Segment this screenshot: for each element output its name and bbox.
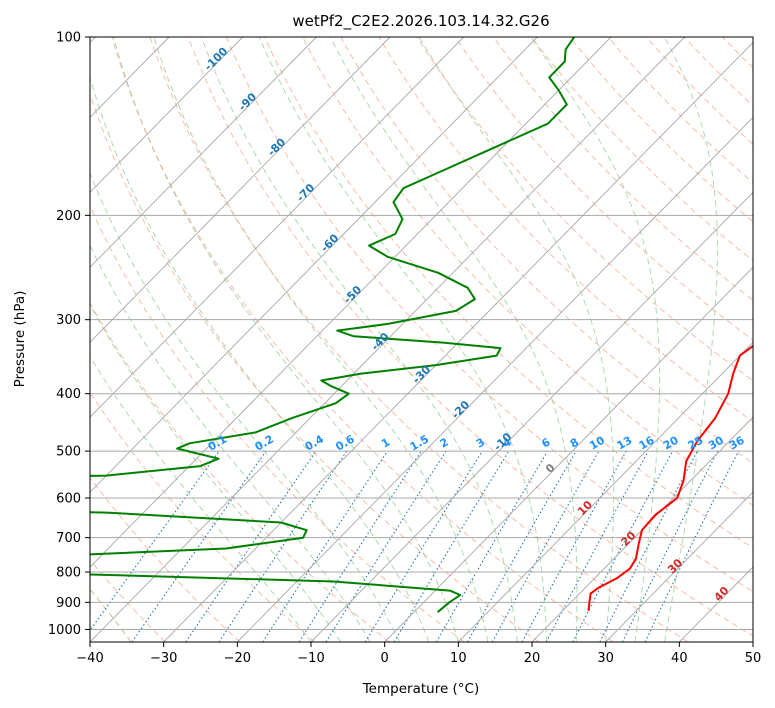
dry-adiabat <box>225 37 753 593</box>
temperature-profile-line <box>587 344 753 611</box>
dry-adiabat <box>492 37 753 301</box>
x-tick-label: −10 <box>297 651 324 666</box>
mixing-ratio-line <box>185 450 317 642</box>
isotherm-line <box>90 37 465 418</box>
moist-adiabat <box>201 37 518 642</box>
mixing-ratio-line <box>131 450 267 642</box>
isotherm-line <box>163 41 753 642</box>
x-tick-label: 0 <box>381 651 389 666</box>
moist-adiabat <box>90 171 400 642</box>
isotherm-line <box>90 37 538 493</box>
mixing-ratio-line <box>467 450 577 642</box>
moist-adiabats <box>90 37 718 642</box>
x-axis-ticks: −40 −30 −20 −10 0 10 20 30 40 50 <box>76 642 761 666</box>
mixing-ratio-line <box>545 450 649 642</box>
chart-title: wetPf2_C2E2.2026.103.14.32.G26 <box>292 12 549 31</box>
y-tick-label: 600 <box>56 492 81 507</box>
y-tick-label: 200 <box>56 209 81 224</box>
mixing-ratio-line <box>644 450 740 642</box>
mixing-ratio-line <box>393 450 510 642</box>
moist-adiabat <box>329 37 578 642</box>
dry-adiabat <box>340 37 753 464</box>
dry-adiabat <box>302 37 753 506</box>
x-tick-label: 20 <box>524 651 541 666</box>
isotherm-line <box>605 491 753 642</box>
y-tick-label: 500 <box>56 445 81 460</box>
moist-adiabat <box>90 303 341 642</box>
isobar-gridlines <box>90 37 753 630</box>
y-axis-label: Pressure (hPa) <box>12 291 28 388</box>
dewpoint-profile-line <box>90 37 576 613</box>
y-axis-ticks: 100 200 300 400 500 600 700 800 900 1000 <box>48 31 90 638</box>
theta-curves <box>90 588 132 642</box>
x-tick-label: −30 <box>150 651 177 666</box>
plot-frame <box>89 36 754 643</box>
isotherm-line <box>90 37 612 568</box>
dry-adiabat <box>111 37 614 642</box>
mixing-ratio-line <box>325 450 447 642</box>
y-tick-label: 900 <box>56 596 81 611</box>
mixing-ratio-lines <box>90 450 740 642</box>
moist-adiabat <box>90 244 371 642</box>
isotherm-line <box>458 341 753 642</box>
mixing-ratio-line <box>435 450 549 642</box>
x-tick-label: −20 <box>224 651 251 666</box>
dry-adiabat <box>454 37 753 341</box>
dry-adiabat <box>149 37 689 642</box>
y-tick-label: 400 <box>56 387 81 402</box>
theta-curve <box>90 588 132 642</box>
dry-adiabat <box>378 37 753 423</box>
isotherm-line <box>90 37 391 343</box>
mixing-ratio-line <box>491 450 600 642</box>
dry-adiabat <box>264 37 753 549</box>
mixing-ratio-line <box>90 450 220 632</box>
isotherm-line <box>384 266 753 642</box>
x-axis-label: Temperature (°C) <box>362 681 480 697</box>
x-tick-label: −40 <box>76 651 103 666</box>
dry-adiabats <box>90 37 753 642</box>
isotherm-lines <box>90 37 753 642</box>
moist-adiabat <box>90 75 430 642</box>
isotherm-line <box>90 37 244 193</box>
mixing-ratio-line <box>364 450 483 642</box>
x-tick-label: 10 <box>450 651 467 666</box>
x-tick-label: 40 <box>671 651 688 666</box>
x-tick-label: 30 <box>597 651 614 666</box>
isotherm-line <box>237 116 753 642</box>
y-tick-label: 700 <box>56 531 81 546</box>
moist-adiabat <box>258 37 548 642</box>
y-tick-label: 1000 <box>48 623 81 638</box>
moist-adiabat <box>113 37 459 642</box>
dry-adiabat <box>90 476 241 642</box>
y-tick-label: 300 <box>56 313 81 328</box>
moist-adiabat <box>530 37 661 642</box>
mixing-ratio-line <box>521 450 627 642</box>
moist-adiabat <box>418 37 615 642</box>
moist-adiabat <box>663 37 718 642</box>
y-tick-label: 800 <box>56 566 81 581</box>
y-tick-label: 100 <box>56 31 81 46</box>
x-tick-label: 50 <box>745 651 762 666</box>
dry-adiabat <box>607 37 753 184</box>
dry-adiabat <box>90 92 540 642</box>
dry-adiabat <box>569 37 753 223</box>
dry-adiabat <box>187 37 753 637</box>
moist-adiabat <box>153 37 489 642</box>
mixing-ratio-line <box>298 450 422 642</box>
isotherm-line <box>310 191 753 642</box>
sounding-series <box>90 37 753 613</box>
isotherm-line <box>90 37 317 268</box>
isotherm-line <box>531 416 753 642</box>
